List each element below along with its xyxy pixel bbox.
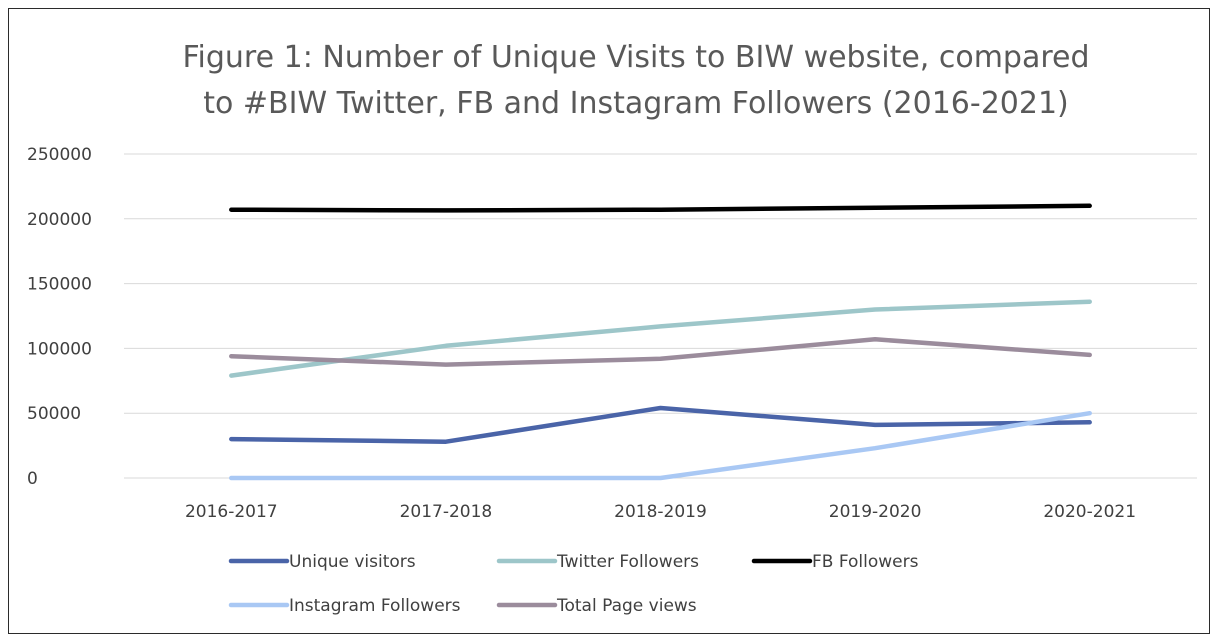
chart-title-line-1: Figure 1: Number of Unique Visits to BIW… [182, 40, 1089, 75]
legend-label-instagram-followers: Instagram Followers [289, 596, 461, 616]
y-tick-label: 250000 [27, 145, 92, 165]
chart-frame: Figure 1: Number of Unique Visits to BIW… [8, 8, 1210, 634]
series-line-twitter-followers [229, 299, 1092, 378]
chart-title-line-2: to #BIW Twitter, FB and Instagram Follow… [203, 86, 1069, 121]
x-tick-label: 2016-2017 [185, 502, 278, 522]
y-tick-label: 100000 [27, 339, 92, 359]
x-tick-label: 2018-2019 [614, 502, 707, 522]
y-axis-tick-labels: 0 50000 100000 150000 200000 250000 [27, 145, 92, 489]
y-tick-label: 150000 [27, 275, 92, 295]
y-tick-label: 50000 [27, 404, 81, 424]
line-chart: Figure 1: Number of Unique Visits to BIW… [27, 40, 1197, 616]
series-line-instagram-followers [229, 410, 1092, 481]
x-axis-tick-labels: 2016-2017 2017-2018 2018-2019 2019-2020 2020… [185, 502, 1136, 522]
series-line-total-page-views [229, 337, 1092, 367]
legend-label-fb-followers: FB Followers [812, 552, 919, 572]
legend: Unique visitors Twitter Followers FB Follo… [228, 552, 919, 616]
legend-label-twitter-followers: Twitter Followers [556, 552, 699, 572]
x-tick-label: 2020-2021 [1043, 502, 1136, 522]
x-tick-label: 2019-2020 [829, 502, 922, 522]
series-lines [229, 203, 1092, 481]
gridlines [124, 153, 1197, 479]
legend-label-unique-visitors: Unique visitors [289, 552, 416, 572]
legend-label-total-page-views: Total Page views [556, 596, 697, 616]
x-tick-label: 2017-2018 [400, 502, 493, 522]
series-line-fb-followers [229, 203, 1092, 213]
y-tick-label: 200000 [27, 210, 92, 230]
series-line-unique-visitors [229, 405, 1092, 444]
y-tick-label: 0 [27, 469, 38, 489]
